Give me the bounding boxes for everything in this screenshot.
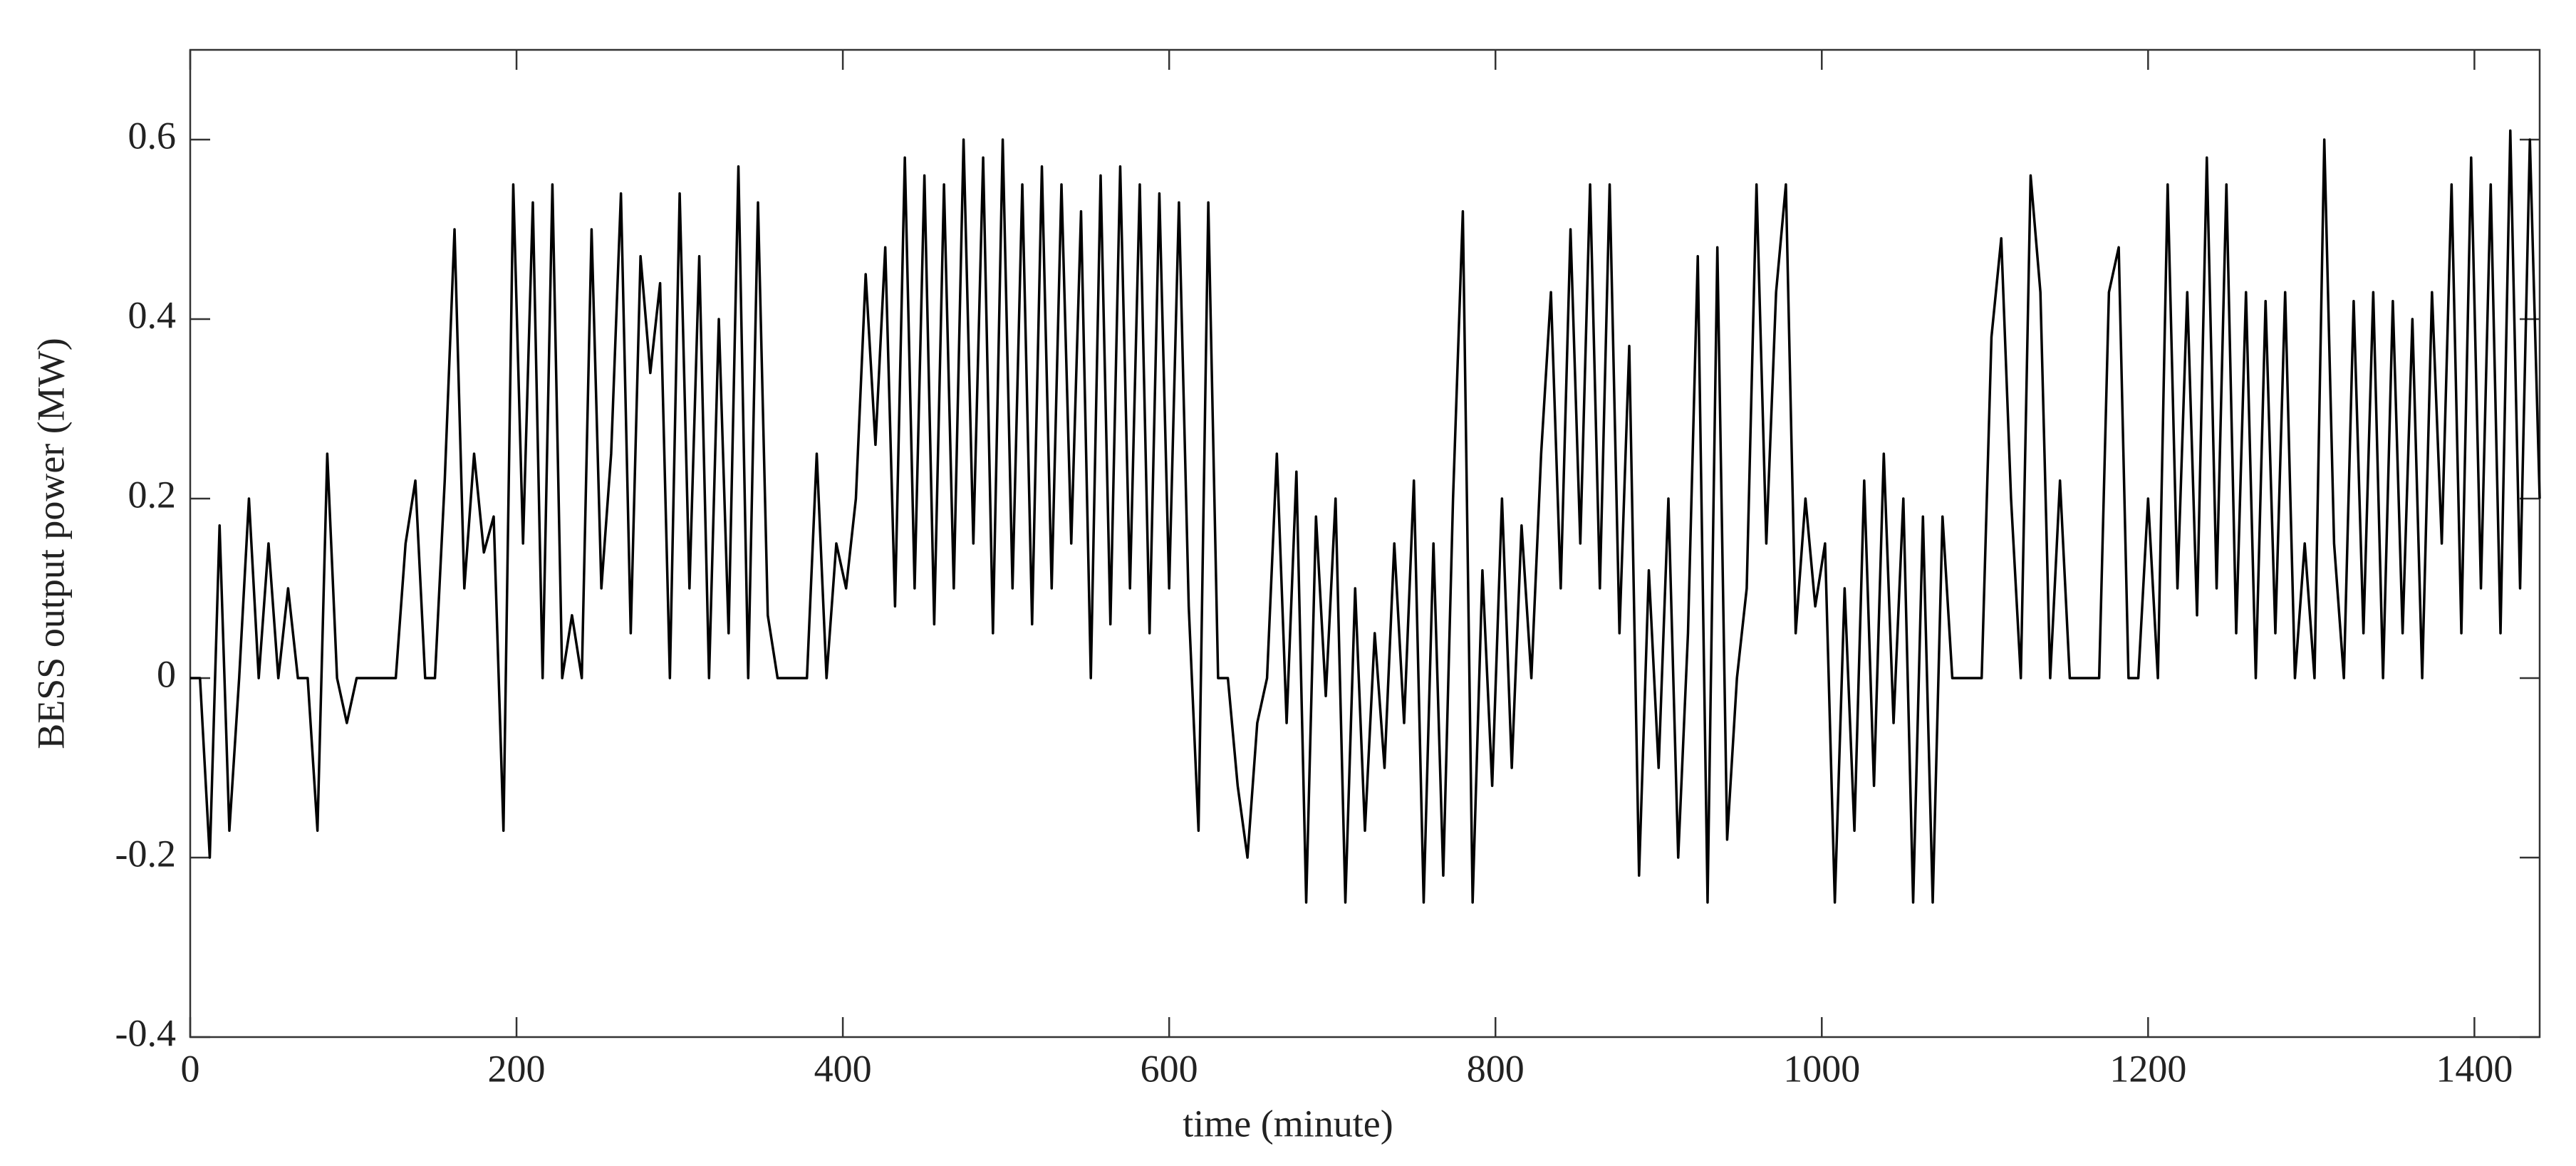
- y-tick-label: 0: [157, 652, 176, 695]
- x-tick-label: 1000: [1783, 1047, 1860, 1090]
- x-tick-label: 200: [488, 1047, 546, 1090]
- y-tick-label: -0.2: [115, 832, 176, 875]
- data-line: [190, 129, 2541, 904]
- x-tick-label: 600: [1141, 1047, 1198, 1090]
- x-tick-label: 400: [814, 1047, 872, 1090]
- y-tick-label: 0.2: [128, 473, 177, 516]
- y-tick-label: -0.4: [115, 1011, 176, 1054]
- plot-frame: [189, 48, 2541, 1039]
- x-tick-label: 0: [181, 1047, 200, 1090]
- y-tick-label: 0.6: [128, 114, 177, 157]
- x-tick-label: 1200: [2109, 1047, 2186, 1090]
- x-tick-label: 800: [1467, 1047, 1525, 1090]
- x-tick-label: 1400: [2436, 1047, 2513, 1090]
- x-axis-label: time (minute): [1183, 1102, 1393, 1145]
- y-tick-label: 0.4: [128, 293, 177, 336]
- y-axis-label: BESS output power (MW): [29, 338, 72, 749]
